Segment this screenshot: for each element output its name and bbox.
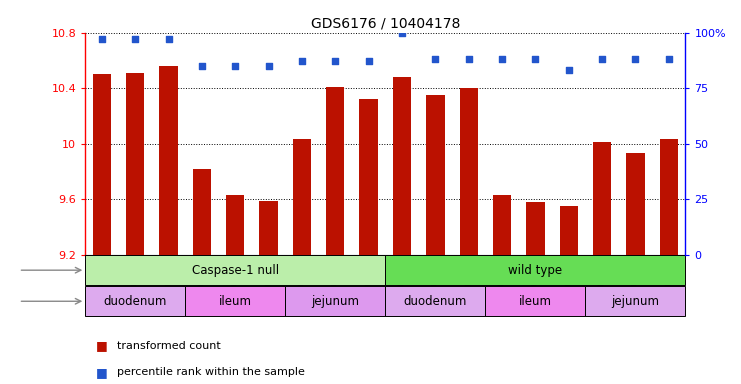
Bar xyxy=(585,286,685,316)
Bar xyxy=(126,73,144,255)
Text: duodenum: duodenum xyxy=(404,295,467,308)
Bar xyxy=(559,206,578,255)
Bar xyxy=(359,99,378,255)
Point xyxy=(296,58,308,65)
Point xyxy=(596,56,608,62)
Text: jejunum: jejunum xyxy=(311,295,359,308)
Point xyxy=(362,58,374,65)
Point xyxy=(196,63,207,69)
Text: transformed count: transformed count xyxy=(117,341,221,351)
Bar xyxy=(526,202,545,255)
Point xyxy=(396,30,408,36)
Bar xyxy=(659,139,678,255)
Bar xyxy=(393,77,411,255)
Bar xyxy=(159,66,178,255)
Text: duodenum: duodenum xyxy=(104,295,167,308)
Point xyxy=(529,56,541,62)
Point xyxy=(229,63,241,69)
Point xyxy=(96,36,108,42)
Point xyxy=(329,58,341,65)
Point xyxy=(630,56,642,62)
Bar xyxy=(259,200,278,255)
Text: wild type: wild type xyxy=(508,264,562,277)
Bar xyxy=(85,255,385,285)
Text: ■: ■ xyxy=(96,339,108,352)
Text: Caspase-1 null: Caspase-1 null xyxy=(192,264,279,277)
Title: GDS6176 / 10404178: GDS6176 / 10404178 xyxy=(310,16,460,30)
Bar xyxy=(185,286,285,316)
Bar xyxy=(285,286,385,316)
Bar xyxy=(385,286,485,316)
Bar xyxy=(459,88,478,255)
Bar xyxy=(293,139,311,255)
Text: jejunum: jejunum xyxy=(611,295,659,308)
Point xyxy=(162,36,175,42)
Bar xyxy=(385,255,685,285)
Bar xyxy=(93,74,111,255)
Bar xyxy=(626,153,645,255)
Bar xyxy=(485,286,585,316)
Bar xyxy=(85,286,185,316)
Text: ileum: ileum xyxy=(219,295,252,308)
Point xyxy=(563,67,575,73)
Bar xyxy=(326,87,345,255)
Bar xyxy=(426,95,445,255)
Point xyxy=(262,63,274,69)
Bar xyxy=(493,195,511,255)
Point xyxy=(663,56,675,62)
Bar xyxy=(193,169,211,255)
Bar xyxy=(593,142,611,255)
Point xyxy=(429,56,441,62)
Text: ileum: ileum xyxy=(519,295,552,308)
Text: ■: ■ xyxy=(96,366,108,379)
Point xyxy=(496,56,508,62)
Point xyxy=(462,56,474,62)
Bar xyxy=(226,195,245,255)
Text: percentile rank within the sample: percentile rank within the sample xyxy=(117,367,305,377)
Point xyxy=(130,36,142,42)
